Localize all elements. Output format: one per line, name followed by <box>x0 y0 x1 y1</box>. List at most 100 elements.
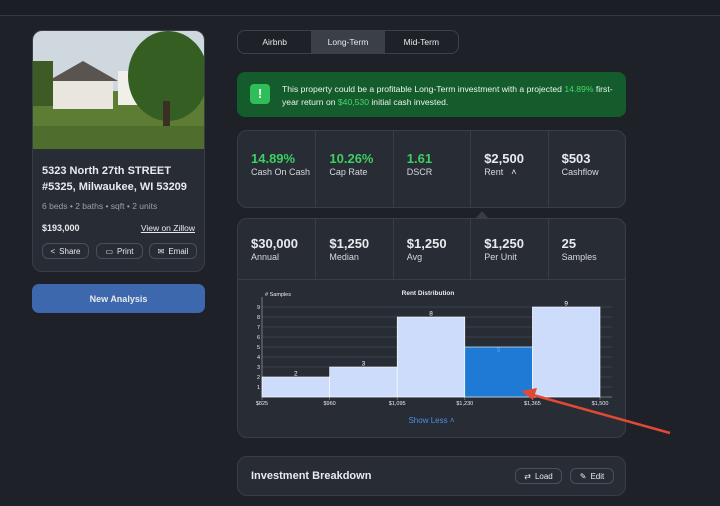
metric-cell: $503 Cashflow <box>547 131 625 207</box>
button-label: New Analysis <box>89 293 148 304</box>
metric-value: $30,000 <box>251 236 298 251</box>
metric-value: $503 <box>561 151 591 166</box>
metric-label: Median <box>329 252 359 262</box>
new-analysis-button[interactable]: New Analysis <box>32 284 205 313</box>
y-tick-label: 8 <box>257 315 260 321</box>
y-axis-label: # Samples <box>265 292 291 298</box>
metric-label: Per Unit <box>484 252 517 262</box>
y-tick-label: 4 <box>257 355 260 361</box>
tab-active[interactable]: Long-Term <box>311 31 385 53</box>
banner-text: This property could be a profitable Long… <box>282 83 617 109</box>
x-tick-label: $1,500 <box>592 401 609 407</box>
highlight: $40,530 <box>337 97 369 107</box>
metric-label: Cash On Cash <box>251 167 311 177</box>
metric-label: Avg <box>406 252 423 262</box>
button-label: Print <box>117 246 134 256</box>
x-tick-label: $1,095 <box>389 401 406 407</box>
metric-cell: 10.26% Cap Rate <box>315 131 392 207</box>
y-tick-label: 7 <box>257 325 260 331</box>
load-button[interactable]: ⇄ Load <box>515 468 562 484</box>
chart-title: Rent Distribution <box>402 290 455 297</box>
text: This property could be a profitable Long… <box>282 84 562 94</box>
bar <box>532 306 601 398</box>
x-tick-label: $825 <box>256 401 268 407</box>
metric-cell: $1,250 Per Unit <box>470 219 547 279</box>
price: $193,000 <box>42 223 80 233</box>
address-line: 5323 North 27th STREET <box>42 165 171 177</box>
histogram: Rent Distribution # Samples 1 2 3 4 5 6 7 8 9 $825 $… <box>256 290 612 407</box>
bar <box>464 346 533 398</box>
metric-cell: 25 Samples <box>547 219 625 279</box>
tab[interactable]: Airbnb <box>262 37 287 47</box>
metric-value: 10.26% <box>329 151 374 166</box>
metric-label: Samples <box>561 252 597 262</box>
print-button[interactable]: ▭ Print <box>96 243 143 259</box>
tabs: Airbnb Long-Term Mid-Term <box>237 30 459 54</box>
y-tick-label: 2 <box>257 375 260 381</box>
property-photo <box>33 31 204 149</box>
share-button[interactable]: < Share <box>42 243 89 259</box>
metric-label: Annual <box>251 252 280 262</box>
x-tick-label: $1,365 <box>524 401 541 407</box>
top-bar <box>0 0 720 16</box>
rent-stats: $30,000 Annual $1,250 Median $1,250 Avg $1,250… <box>238 219 625 280</box>
highlight: 14.89% <box>564 84 594 94</box>
show-less[interactable]: Show Less ˄ <box>408 416 455 425</box>
email-icon: ✉ <box>157 246 165 256</box>
section-title: Investment Breakdown <box>251 470 372 482</box>
bar <box>329 366 398 398</box>
metrics-card: 14.89% Cash On Cash 10.26% Cap Rate 1.61 DSCR… <box>237 130 626 208</box>
metric-value: 14.89% <box>251 151 296 166</box>
metric-cell: 14.89% Cash On Cash <box>238 131 315 207</box>
data-label: 2 <box>294 371 298 378</box>
chevron: ˄ <box>511 167 517 177</box>
email-button[interactable]: ✉ Email <box>149 243 197 259</box>
metric-value: $1,250 <box>329 236 370 251</box>
zillow-link[interactable]: View on Zillow <box>140 223 195 233</box>
breakdown-card: Investment Breakdown ⇄ Load ✎ Edit <box>237 456 626 496</box>
metric-cell: 1.61 DSCR <box>392 131 470 207</box>
data-label: 5 <box>497 347 501 354</box>
x-tick-label: $1,230 <box>456 401 473 407</box>
y-tick-label: 3 <box>257 365 260 371</box>
metric-cell: $1,250 Avg <box>392 219 470 279</box>
property-card: 5323 North 27th STREET #5325, Milwaukee,… <box>32 30 205 272</box>
edit-button[interactable]: ✎ Edit <box>570 468 614 484</box>
text: initial cash invested. <box>371 97 449 107</box>
metric-label: Rent <box>484 167 504 177</box>
link-text: Show Less <box>408 416 448 425</box>
metric-value: $2,500 <box>484 151 524 166</box>
button-label: Load <box>534 471 553 481</box>
pointer <box>475 211 489 219</box>
y-tick-label: 5 <box>257 345 260 351</box>
data-label: 8 <box>429 311 433 318</box>
banner: ! This property could be a profitable Lo… <box>237 72 626 117</box>
metric-value: 25 <box>561 236 577 251</box>
bar <box>261 376 330 398</box>
button-label: Email <box>168 246 189 256</box>
load-icon: ⇄ <box>524 471 531 481</box>
data-label: 9 <box>564 301 568 308</box>
y-tick-label: 6 <box>257 335 260 341</box>
banner-icon: ! <box>250 84 270 104</box>
print-icon: ▭ <box>105 246 114 256</box>
metric-label: DSCR <box>406 167 433 177</box>
share-icon: < <box>50 246 56 256</box>
metric-label: Cap Rate <box>329 167 368 177</box>
metric-cell: $1,250 Median <box>315 219 392 279</box>
metric-label: Cashflow <box>561 167 599 177</box>
button-label: Share <box>59 246 81 256</box>
edit-icon: ✎ <box>579 471 587 481</box>
metric-value: $1,250 <box>484 236 524 251</box>
button-label: Edit <box>590 471 605 481</box>
metric-cell: $2,500 Rent ˄ <box>470 131 547 207</box>
y-tick-label: 1 <box>257 385 260 391</box>
address-line: #5325, Milwaukee, WI 53209 <box>42 181 187 193</box>
metric-value: $1,250 <box>406 236 447 251</box>
metric-value: 1.61 <box>406 151 433 166</box>
data-label: 3 <box>362 361 366 368</box>
tab[interactable]: Mid-Term <box>403 37 440 47</box>
x-tick-label: $960 <box>323 401 335 407</box>
bar <box>396 316 466 398</box>
